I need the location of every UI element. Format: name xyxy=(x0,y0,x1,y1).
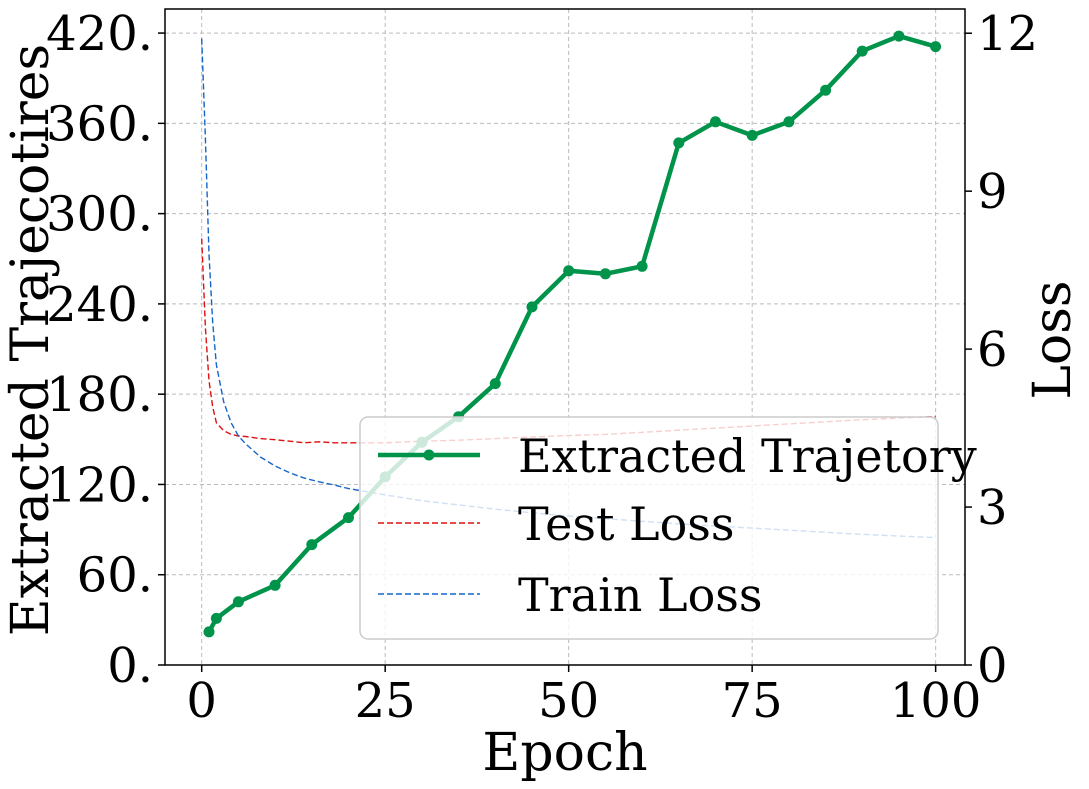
left-y-axis: 0. 60. 120. 180. 240. 300. 360. 420. xyxy=(46,6,165,694)
extracted-trajetory-point xyxy=(710,116,721,128)
legend-label-train: Train Loss xyxy=(518,568,763,622)
left-y-tick-label: 240. xyxy=(46,277,153,333)
extracted-trajetory-point xyxy=(820,84,832,96)
right-y-tick-label: 0 xyxy=(977,638,1008,694)
extracted-trajetory-point xyxy=(599,268,611,280)
left-y-axis-title: Extracted Trajecotires xyxy=(1,44,61,636)
legend-marker-extracted xyxy=(423,449,435,461)
legend-box xyxy=(359,416,939,640)
x-tick-label: 25 xyxy=(355,673,416,729)
left-y-tick-label: 0. xyxy=(107,638,153,694)
extracted-trajetory-point xyxy=(673,137,685,149)
x-tick-label: 75 xyxy=(722,673,783,729)
extracted-trajetory-point xyxy=(893,30,905,42)
extracted-trajetory-point xyxy=(783,116,795,128)
extracted-trajetory-point xyxy=(746,129,758,141)
extracted-trajetory-point xyxy=(489,378,501,390)
extracted-trajetory-point xyxy=(563,265,575,277)
extracted-trajetory-point xyxy=(210,612,222,624)
extracted-trajetory-point xyxy=(306,539,318,551)
legend-label-extracted: Extracted Trajetory xyxy=(518,429,977,483)
left-y-tick-label: 180. xyxy=(46,367,153,423)
right-y-tick-label: 9 xyxy=(977,164,1008,220)
x-tick-label: 0 xyxy=(186,673,217,729)
extracted-trajetory-point xyxy=(269,579,281,591)
right-y-tick-label: 6 xyxy=(977,322,1008,378)
right-y-axis: 0 3 6 9 12 xyxy=(965,6,1038,694)
x-tick-label: 100 xyxy=(890,673,982,729)
legend: Extracted Trajetory Test Loss Train Loss xyxy=(359,416,977,640)
extracted-trajetory-point xyxy=(232,596,244,608)
x-tick-label: 50 xyxy=(538,673,599,729)
left-y-tick-label: 60. xyxy=(77,548,153,604)
extracted-trajetory-point xyxy=(526,301,538,313)
left-y-tick-label: 420. xyxy=(46,6,153,62)
right-y-axis-title: Loss xyxy=(1023,280,1083,399)
extracted-trajetory-point xyxy=(343,512,354,524)
legend-label-test: Test Loss xyxy=(518,497,735,551)
right-y-tick-label: 12 xyxy=(977,6,1038,62)
plot-frame xyxy=(164,8,966,666)
extracted-trajetory-point xyxy=(636,260,648,272)
x-axis-title: Epoch xyxy=(482,723,647,783)
extracted-trajetory-line xyxy=(207,33,937,633)
extracted-trajetory-point xyxy=(930,41,942,53)
left-y-tick-label: 300. xyxy=(46,187,153,243)
extracted-trajetory-point xyxy=(856,45,868,57)
right-y-tick-label: 3 xyxy=(977,480,1008,536)
extracted-trajetory-point xyxy=(203,626,215,638)
left-y-tick-label: 360. xyxy=(46,96,153,152)
left-y-tick-label: 120. xyxy=(46,457,153,513)
x-axis: 0 25 50 75 100 xyxy=(186,665,981,729)
